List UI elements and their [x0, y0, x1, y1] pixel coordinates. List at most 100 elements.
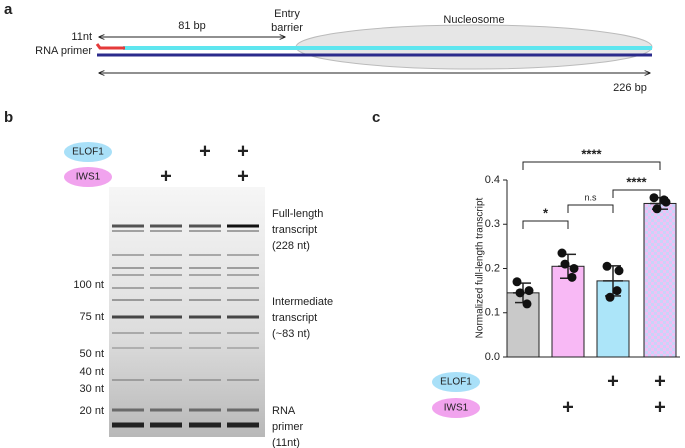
gel-band [112, 422, 144, 428]
rna-primer [95, 43, 125, 50]
gel-band [150, 274, 182, 276]
band-label: transcript [272, 312, 317, 324]
data-point [515, 288, 525, 298]
gel-band [227, 254, 259, 256]
data-point [560, 259, 570, 269]
data-point [652, 204, 662, 214]
bar [596, 280, 630, 358]
size-marker: 30 nt [80, 383, 104, 395]
condition-badge [64, 167, 112, 187]
gel-band [227, 332, 259, 334]
band-label: transcript [272, 224, 317, 236]
data-point [524, 286, 534, 296]
bar [551, 265, 585, 358]
data-point [649, 193, 659, 203]
gel-band [112, 230, 144, 232]
gel-band [150, 254, 182, 256]
condition-badge [432, 372, 480, 392]
gel-band [112, 379, 144, 381]
barrier-label: barrier [271, 22, 303, 34]
condition-mark: + [237, 165, 249, 187]
gel-band [189, 299, 221, 301]
gel-band [227, 230, 259, 232]
band-label: (~83 nt) [272, 328, 310, 340]
condition-badge [432, 398, 480, 418]
panel-label: c [372, 109, 380, 126]
gel-band [189, 274, 221, 276]
size-marker: 40 nt [80, 366, 104, 378]
panel-label: b [4, 109, 13, 126]
band-label: (228 nt) [272, 240, 310, 252]
primer-label: RNA primer [35, 45, 92, 57]
significance-bracket [612, 189, 661, 198]
condition-mark: + [654, 396, 666, 418]
y-tick-label: 0.0 [485, 351, 500, 363]
band-label: primer [272, 421, 304, 433]
gel [109, 187, 265, 437]
gel-band [189, 379, 221, 381]
gel-band [189, 287, 221, 289]
data-point [659, 195, 669, 205]
condition-label: IWS1 [76, 172, 101, 183]
gel-band [150, 332, 182, 334]
data-point [602, 261, 612, 271]
y-axis-label: Normalized full-length transcript [475, 197, 486, 338]
size-marker: 20 nt [80, 405, 104, 417]
y-tick-label: 0.1 [485, 307, 500, 319]
condition-mark: + [562, 396, 574, 418]
data-point [557, 248, 567, 258]
gel-band [150, 422, 182, 428]
gel-band [150, 379, 182, 381]
data-point [614, 266, 624, 276]
gel-band [189, 230, 221, 232]
condition-label: ELOF1 [72, 147, 104, 158]
gel-band [112, 267, 144, 269]
gel-band [227, 299, 259, 301]
primer-label: 11nt [71, 31, 92, 43]
data-point [612, 286, 622, 296]
gel-band [150, 408, 182, 412]
gel-band [189, 347, 221, 349]
band-label: Full-length [272, 208, 323, 220]
gel-band [112, 347, 144, 349]
distance-label: 81 bp [178, 20, 206, 32]
data-point [605, 292, 615, 302]
significance-bracket [567, 204, 614, 213]
gel-band [227, 287, 259, 289]
gel-band [227, 347, 259, 349]
gel-band [227, 315, 259, 319]
gel-band [150, 267, 182, 269]
gel-band [189, 267, 221, 269]
condition-mark: + [237, 140, 249, 162]
gel-band [150, 315, 182, 319]
length-label: 226 bp [613, 82, 647, 94]
gel-band [112, 299, 144, 301]
condition-label: ELOF1 [440, 377, 472, 388]
condition-label: IWS1 [444, 403, 469, 414]
condition-badge [64, 142, 112, 162]
condition-mark: + [607, 370, 619, 392]
panel-label: a [4, 1, 13, 18]
gel-band [189, 408, 221, 412]
gel-band [227, 379, 259, 381]
gel-band [189, 332, 221, 334]
significance-label: n.s [584, 192, 597, 202]
y-tick-label: 0.2 [485, 262, 500, 274]
gel-band [150, 230, 182, 232]
gel-band [227, 422, 259, 428]
gel-band [189, 315, 221, 319]
condition-mark: + [160, 165, 172, 187]
gel-band [189, 224, 221, 228]
gel-band [112, 332, 144, 334]
gel-band [112, 287, 144, 289]
condition-mark: + [654, 370, 666, 392]
significance-bracket [522, 220, 569, 229]
size-marker: 75 nt [80, 311, 104, 323]
gel-band [189, 254, 221, 256]
data-point [567, 272, 577, 282]
gel-band [112, 408, 144, 412]
significance-label: **** [581, 146, 602, 161]
gel-band [227, 274, 259, 276]
gel-band [112, 315, 144, 319]
